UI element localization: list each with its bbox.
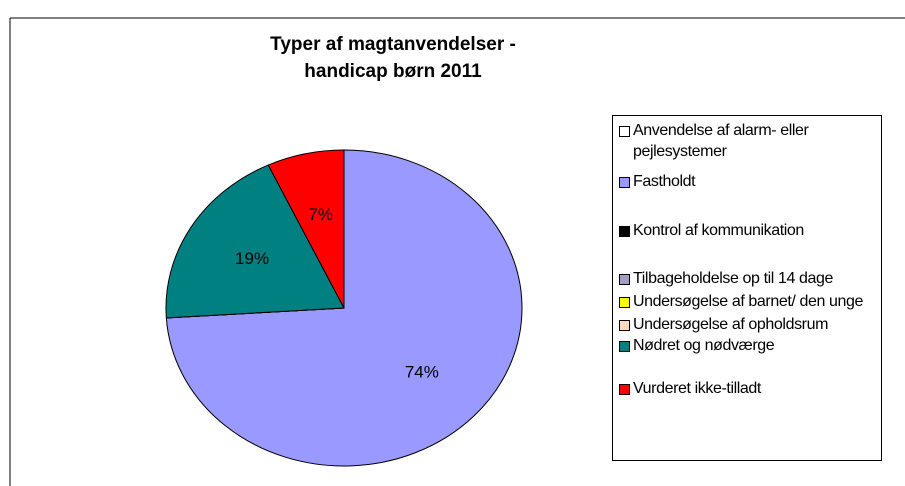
legend-item: Undersøgelse af barnet/ den unge [619,291,881,312]
chart-title: handicap børn 2011 [304,61,482,82]
legend-label: Kontrol af kommunikation [633,222,804,239]
data-label: 19% [235,249,269,268]
pie-slice [267,149,345,309]
legend-label: Undersøgelse af opholdsrum [633,316,829,333]
legend-swatch [619,226,630,237]
legend-swatch [619,384,630,395]
legend-item: Undersøgelse af opholdsrum [619,314,881,335]
legend-item: Kontrol af kommunikation [619,220,881,241]
legend-swatch [619,297,630,308]
legend: Anvendelse af alarm- eller pejlesystemer… [612,115,882,461]
legend-label: Nødret og nødværge [633,337,775,354]
legend-swatch [619,320,630,331]
chart-title: Typer af magtanvendelser - [270,34,516,55]
legend-label: Fastholdt [633,173,696,190]
legend-item: Tilbageholdelse op til 14 dage [619,268,881,289]
legend-label: Undersøgelse af barnet/ den unge [633,293,864,310]
legend-item: Anvendelse af alarm- eller pejlesystemer [619,120,881,162]
legend-item: Fastholdt [619,171,881,192]
legend-label: Tilbageholdelse op til 14 dage [633,270,834,287]
legend-label: Vurderet ikke-tilladt [633,380,761,397]
legend-swatch [619,177,630,188]
data-label: 7% [308,205,333,224]
legend-item: Nødret og nødværge [619,335,881,356]
legend-item: Vurderet ikke-tilladt [619,378,881,399]
data-label: 74% [405,362,439,381]
legend-label: Anvendelse af alarm- eller pejlesystemer [633,122,809,160]
legend-swatch [619,341,630,352]
legend-swatch [619,274,630,285]
legend-swatch [619,126,630,137]
pie-slice [165,164,345,319]
